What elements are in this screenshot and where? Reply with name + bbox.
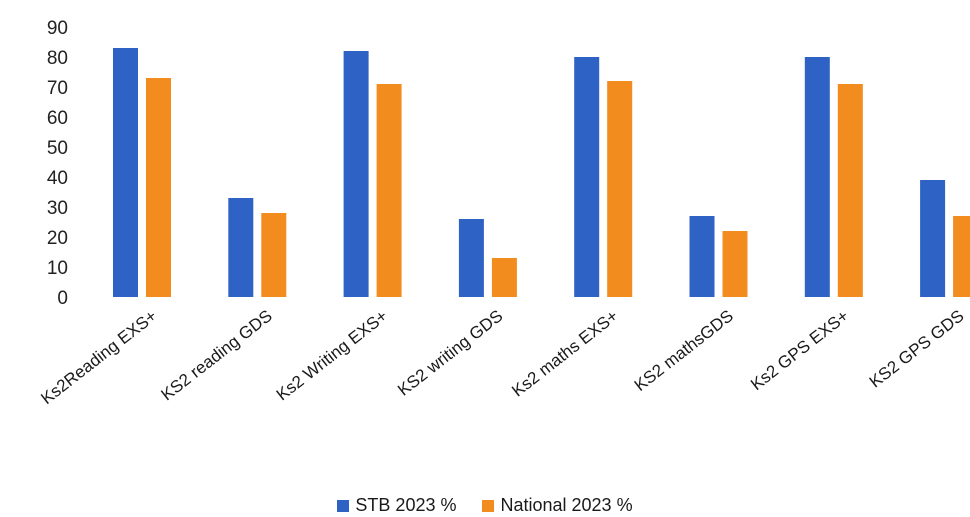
x-category-label: Ks2 Writing EXS+ <box>273 306 391 404</box>
bar-national <box>837 84 863 297</box>
legend-swatch-stb <box>337 499 350 512</box>
bar-stb <box>689 216 715 297</box>
x-category-label: KS2 writing GDS <box>394 306 506 399</box>
legend-label-stb: STB 2023 % <box>355 495 457 515</box>
bar-chart: 0 10 20 30 40 50 60 70 80 90 Ks2Reading EXS+KS2 r… <box>37 18 970 408</box>
y-tick-label: 10 <box>47 258 68 279</box>
bar-national <box>261 213 287 297</box>
y-tick-label: 0 <box>57 288 68 309</box>
y-axis: 0 10 20 30 40 50 60 70 80 90 <box>47 18 68 309</box>
y-tick-label: 60 <box>47 108 68 129</box>
bar-stb <box>574 57 600 297</box>
bar-stb <box>228 198 254 297</box>
bar-national <box>607 81 633 297</box>
bars <box>113 48 970 297</box>
y-tick-label: 20 <box>47 228 68 249</box>
y-tick-label: 30 <box>47 198 68 219</box>
bar-stb <box>920 180 946 297</box>
bar-stb <box>113 48 138 297</box>
legend-label-national: National 2023 % <box>500 495 633 515</box>
y-tick-label: 40 <box>47 168 68 189</box>
x-category-label: Ks2 GPS EXS+ <box>747 306 852 394</box>
bar-national <box>953 216 970 297</box>
x-category-label: KS2 mathsGDS <box>631 306 737 395</box>
y-tick-label: 50 <box>47 138 68 159</box>
legend-swatch-national <box>482 499 495 512</box>
bar-stb <box>458 219 484 297</box>
bar-national <box>722 231 748 297</box>
legend-item-stb: STB 2023 % <box>337 495 456 516</box>
bar-stb <box>343 51 369 297</box>
x-category-label: KS2 GPS GDS <box>866 306 968 391</box>
bar-national <box>491 258 517 297</box>
bar-national <box>376 84 402 297</box>
y-tick-label: 70 <box>47 78 68 99</box>
legend-item-national: National 2023 % <box>482 495 633 516</box>
x-category-label: KS2 reading GDS <box>158 306 276 404</box>
y-tick-label: 80 <box>47 48 68 69</box>
bar-national <box>146 78 171 297</box>
x-category-label: Ks2Reading EXS+ <box>37 306 160 408</box>
x-category-label: Ks2 maths EXS+ <box>508 306 621 400</box>
y-tick-label: 90 <box>47 18 68 39</box>
legend: STB 2023 % National 2023 % <box>0 495 970 516</box>
bar-stb <box>804 57 830 297</box>
